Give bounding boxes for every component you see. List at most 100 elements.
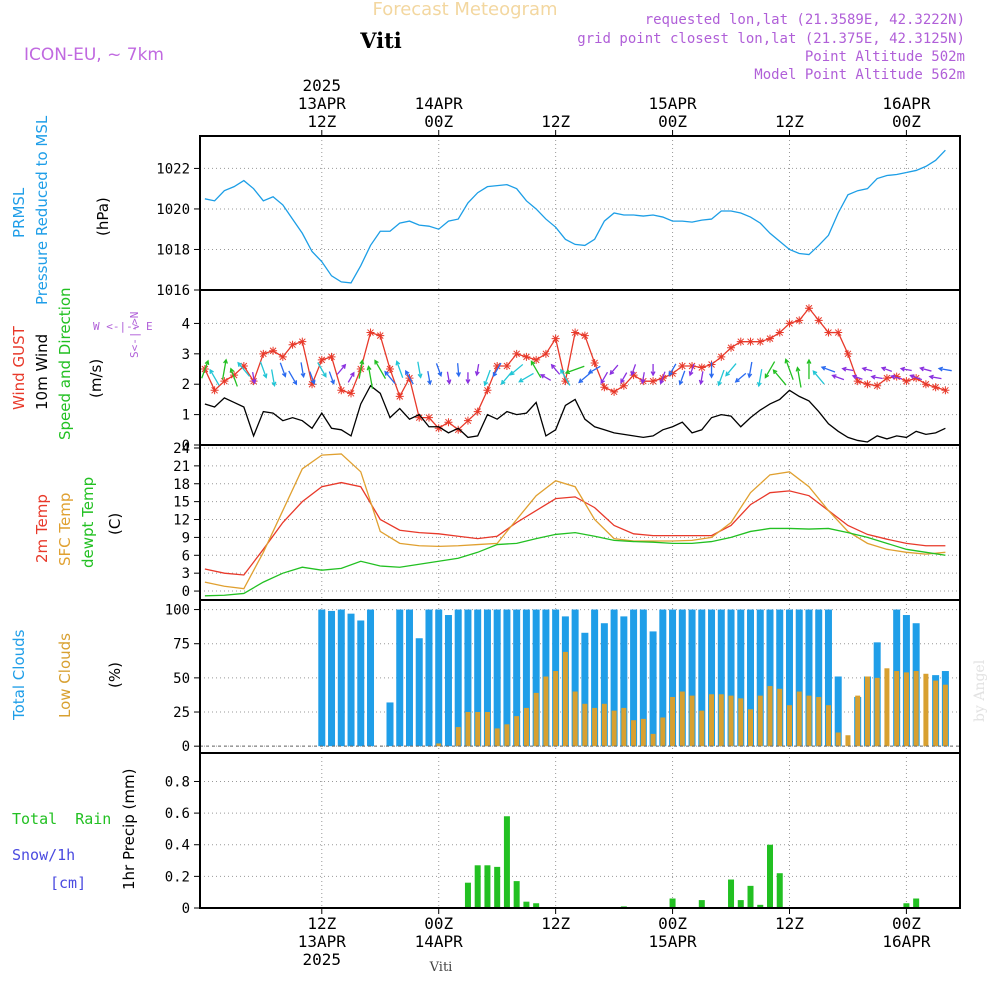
clouds-bar	[747, 609, 755, 747]
clouds-bar	[708, 609, 716, 747]
wind-gust-marker	[610, 387, 619, 396]
wind-gust-marker	[921, 380, 930, 389]
wind-gust-marker	[424, 413, 433, 422]
clouds-bar	[503, 609, 511, 747]
wind-direction-arrow	[820, 365, 836, 373]
snow-unit: [cm]	[50, 874, 86, 892]
clouds-bar	[328, 610, 336, 747]
wind-direction-arrow	[427, 370, 433, 386]
wind-direction-arrow	[474, 364, 480, 377]
clouds-bar	[483, 609, 491, 747]
wind-gust-marker	[347, 389, 356, 398]
wind-gust-marker	[278, 352, 287, 361]
wind-direction-arrow	[640, 372, 646, 385]
wind-gust-marker	[678, 361, 687, 370]
temp-ytick-label: 3	[182, 566, 190, 582]
clouds-bar	[396, 609, 404, 747]
wind-gust-marker	[727, 343, 736, 352]
wind-gust-marker	[444, 418, 453, 427]
precip-labels: Total Rain Snow/1h [cm] 1hr Precip (mm)	[12, 769, 138, 892]
wind-gust-marker	[210, 386, 219, 395]
clouds-bar	[855, 695, 861, 747]
wind-direction-arrow	[764, 361, 776, 379]
clouds-bar	[571, 609, 579, 747]
clouds-bar	[717, 609, 725, 747]
wind-gust-marker	[882, 374, 891, 383]
clouds-ytick-label: 25	[173, 705, 190, 721]
wind-direction-arrow	[784, 358, 794, 380]
wind-direction-arrow	[609, 364, 619, 376]
clouds-bar	[474, 609, 482, 747]
wind-direction-arrow	[587, 365, 601, 374]
bottom-time-label: 14APR	[415, 932, 464, 951]
clouds-bar	[728, 695, 734, 747]
wind-direction-arrow	[395, 360, 404, 378]
wind-direction-arrow	[668, 363, 677, 377]
clouds-bar	[786, 705, 792, 747]
clouds-ytick-label: 100	[165, 603, 190, 619]
precip-bar	[474, 865, 481, 908]
model-name: ICON-EU, ~ 7km	[24, 45, 164, 65]
precip-ytick-label: 0.4	[165, 838, 190, 854]
requested-coords: requested lon,lat (21.3589E, 42.3222N)	[645, 12, 965, 28]
wind-gust-marker	[863, 380, 872, 389]
clouds-bar	[660, 717, 666, 747]
wind-10m-label: 10m Wind	[33, 334, 51, 410]
clouds-bar	[942, 684, 948, 747]
wind-gust-marker	[230, 371, 239, 380]
wind-direction-arrow	[347, 371, 355, 383]
clouds-bar	[757, 695, 763, 747]
clouds-bar	[639, 609, 647, 747]
clouds-bar	[679, 691, 685, 747]
clouds-bar	[894, 671, 900, 747]
wind-direction-arrow	[831, 374, 845, 381]
wind-direction-arrow	[659, 371, 666, 385]
clouds-bar	[386, 702, 394, 747]
clouds-bar	[766, 609, 774, 747]
wind-gust-marker	[649, 377, 658, 386]
wind-gust-marker	[376, 331, 385, 340]
precip-ytick-label: 0	[182, 901, 190, 917]
wind-gust-marker	[337, 386, 346, 395]
pressure-ytick-label: 1020	[156, 202, 190, 218]
wind-gust-marker	[717, 352, 726, 361]
wind-direction-arrow	[734, 372, 747, 383]
wind-direction-arrow	[300, 362, 306, 379]
wind-gust-marker	[902, 377, 911, 386]
wind-direction-arrow	[509, 363, 524, 376]
clouds-bar	[494, 728, 500, 747]
clouds-bar	[815, 609, 823, 747]
wind-direction-arrow	[456, 363, 461, 378]
wind-gust-marker	[317, 355, 326, 364]
pressure-ytick-label: 1018	[156, 242, 190, 258]
bottom-time-label: 00Z	[424, 914, 453, 933]
clouds-bar	[581, 632, 589, 747]
wind-gust-marker	[756, 337, 765, 346]
wind-direction-arrow	[417, 361, 423, 379]
clouds-bar	[903, 672, 909, 747]
clouds-bar	[454, 609, 462, 747]
location-title: Viti	[359, 28, 402, 53]
wind-direction-arrow	[229, 367, 238, 387]
clouds-bar	[933, 680, 939, 747]
clouds-bar	[357, 620, 365, 747]
precip-bar	[767, 844, 773, 908]
temp-series-line	[204, 453, 946, 590]
wind-direction-arrow	[630, 364, 637, 377]
wind-gust-marker	[502, 361, 511, 370]
top-time-label: 12Z	[307, 112, 336, 131]
wind-direction-arrow	[328, 371, 335, 385]
wind-gust-marker	[327, 352, 336, 361]
temp-unit: (C)	[106, 513, 124, 535]
clouds-bar	[444, 615, 452, 747]
top-time-label: 2025	[303, 76, 342, 95]
clouds-bar	[670, 696, 676, 747]
wind-direction-arrow	[405, 369, 414, 385]
top-time-label: 12Z	[541, 112, 570, 131]
clouds-bar	[669, 609, 677, 747]
wind-gust-marker	[395, 392, 404, 401]
precip-bar	[494, 866, 501, 908]
clouds-bar	[553, 671, 559, 747]
clouds-bar	[659, 609, 667, 747]
clouds-bar	[591, 609, 599, 747]
